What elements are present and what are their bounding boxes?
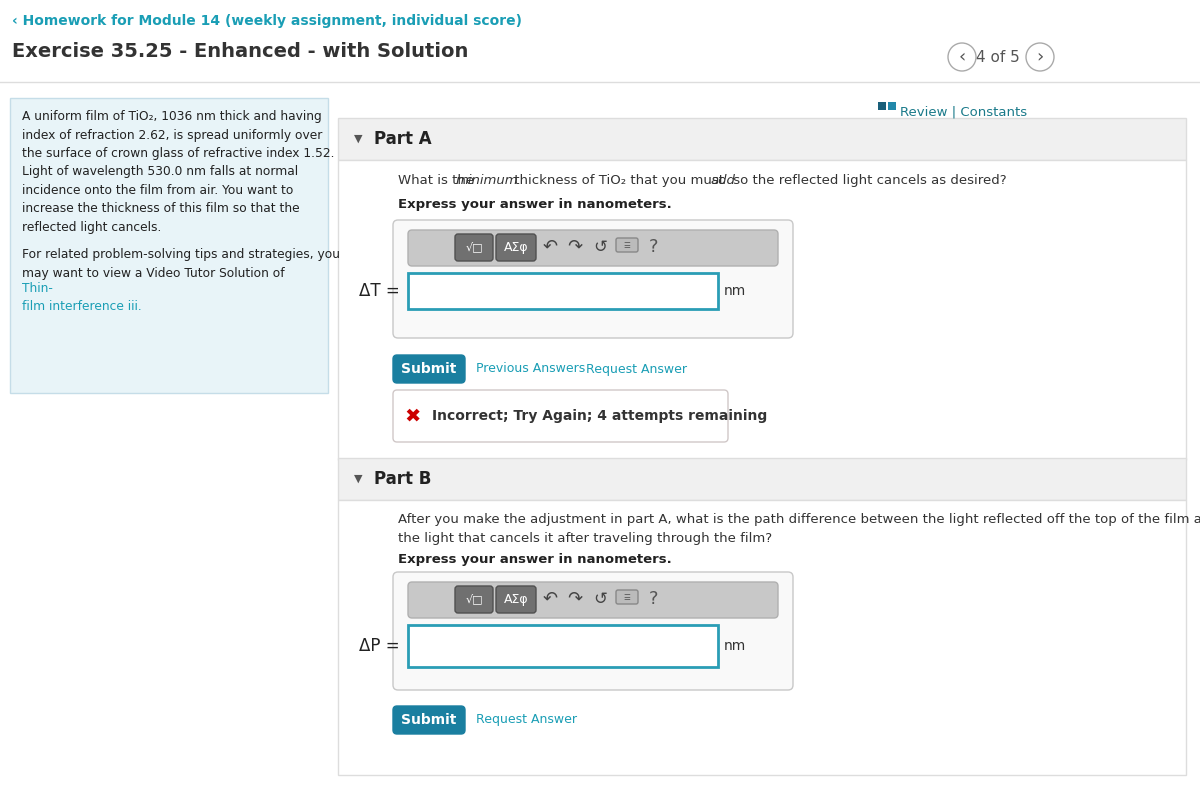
- FancyBboxPatch shape: [496, 234, 536, 261]
- FancyBboxPatch shape: [616, 590, 638, 604]
- Bar: [888, 102, 896, 110]
- Bar: [338, 160, 1186, 460]
- Text: ↷: ↷: [568, 590, 582, 608]
- FancyBboxPatch shape: [394, 706, 466, 734]
- FancyBboxPatch shape: [394, 220, 793, 338]
- Text: Request Answer: Request Answer: [586, 363, 686, 375]
- Text: Part A: Part A: [374, 130, 432, 148]
- Text: add: add: [710, 174, 734, 187]
- Text: Review | Constants: Review | Constants: [900, 106, 1027, 119]
- FancyBboxPatch shape: [394, 390, 728, 442]
- Text: Express your answer in nanometers.: Express your answer in nanometers.: [398, 198, 672, 211]
- Text: ↶: ↶: [542, 590, 558, 608]
- FancyBboxPatch shape: [394, 572, 793, 690]
- Text: ☰: ☰: [624, 241, 630, 249]
- Text: nm: nm: [724, 284, 746, 298]
- Text: 4 of 5: 4 of 5: [976, 50, 1020, 65]
- Text: Part B: Part B: [374, 470, 431, 488]
- Text: ☰: ☰: [624, 593, 630, 601]
- Text: What is the: What is the: [398, 174, 479, 187]
- Text: ΔP =: ΔP =: [359, 637, 400, 655]
- Text: Submit: Submit: [401, 713, 457, 727]
- Text: Exercise 35.25 - Enhanced - with Solution: Exercise 35.25 - Enhanced - with Solutio…: [12, 42, 468, 61]
- Text: Incorrect; Try Again; 4 attempts remaining: Incorrect; Try Again; 4 attempts remaini…: [432, 409, 767, 423]
- Text: Request Answer: Request Answer: [476, 714, 577, 726]
- Bar: [408, 273, 718, 309]
- Bar: [338, 118, 1186, 160]
- Text: ?: ?: [648, 590, 658, 608]
- Text: ↺: ↺: [593, 590, 607, 608]
- Text: so the reflected light cancels as desired?: so the reflected light cancels as desire…: [730, 174, 1007, 187]
- Text: Thin-
film interference iii.: Thin- film interference iii.: [22, 282, 142, 313]
- FancyBboxPatch shape: [455, 586, 493, 613]
- Text: AΣφ: AΣφ: [504, 241, 528, 253]
- Text: Submit: Submit: [401, 362, 457, 376]
- Text: ▼: ▼: [354, 474, 362, 484]
- Text: ?: ?: [648, 238, 658, 256]
- Text: √□: √□: [466, 242, 482, 253]
- Text: nm: nm: [724, 639, 746, 653]
- Text: AΣφ: AΣφ: [504, 593, 528, 605]
- FancyBboxPatch shape: [408, 582, 778, 618]
- Text: A uniform film of TiO₂, 1036 nm thick and having
index of refraction 2.62, is sp: A uniform film of TiO₂, 1036 nm thick an…: [22, 110, 335, 234]
- FancyBboxPatch shape: [496, 586, 536, 613]
- Text: ‹ Homework for Module 14 (weekly assignment, individual score): ‹ Homework for Module 14 (weekly assignm…: [12, 14, 522, 28]
- Text: ›: ›: [1037, 48, 1044, 66]
- Text: For related problem-solving tips and strategies, you
may want to view a Video Tu: For related problem-solving tips and str…: [22, 248, 340, 279]
- FancyBboxPatch shape: [408, 230, 778, 266]
- Bar: [338, 500, 1186, 775]
- Text: Previous Answers: Previous Answers: [476, 363, 586, 375]
- Text: ✖: ✖: [404, 407, 421, 426]
- Text: thickness of TiO₂ that you must: thickness of TiO₂ that you must: [510, 174, 728, 187]
- Text: ↷: ↷: [568, 238, 582, 256]
- Bar: [408, 625, 718, 667]
- Circle shape: [1026, 43, 1054, 71]
- Text: ↶: ↶: [542, 238, 558, 256]
- Bar: [10, 98, 328, 393]
- Text: √□: √□: [466, 593, 482, 604]
- FancyBboxPatch shape: [394, 355, 466, 383]
- Text: ▼: ▼: [354, 134, 362, 144]
- Circle shape: [948, 43, 976, 71]
- FancyBboxPatch shape: [455, 234, 493, 261]
- Text: minimum: minimum: [456, 174, 518, 187]
- Bar: [338, 458, 1186, 500]
- Text: Express your answer in nanometers.: Express your answer in nanometers.: [398, 553, 672, 566]
- Text: ΔT =: ΔT =: [359, 282, 400, 300]
- Text: ‹: ‹: [959, 48, 966, 66]
- Text: ↺: ↺: [593, 238, 607, 256]
- FancyBboxPatch shape: [616, 238, 638, 252]
- Text: After you make the adjustment in part A, what is the path difference between the: After you make the adjustment in part A,…: [398, 513, 1200, 545]
- Bar: [878, 102, 886, 110]
